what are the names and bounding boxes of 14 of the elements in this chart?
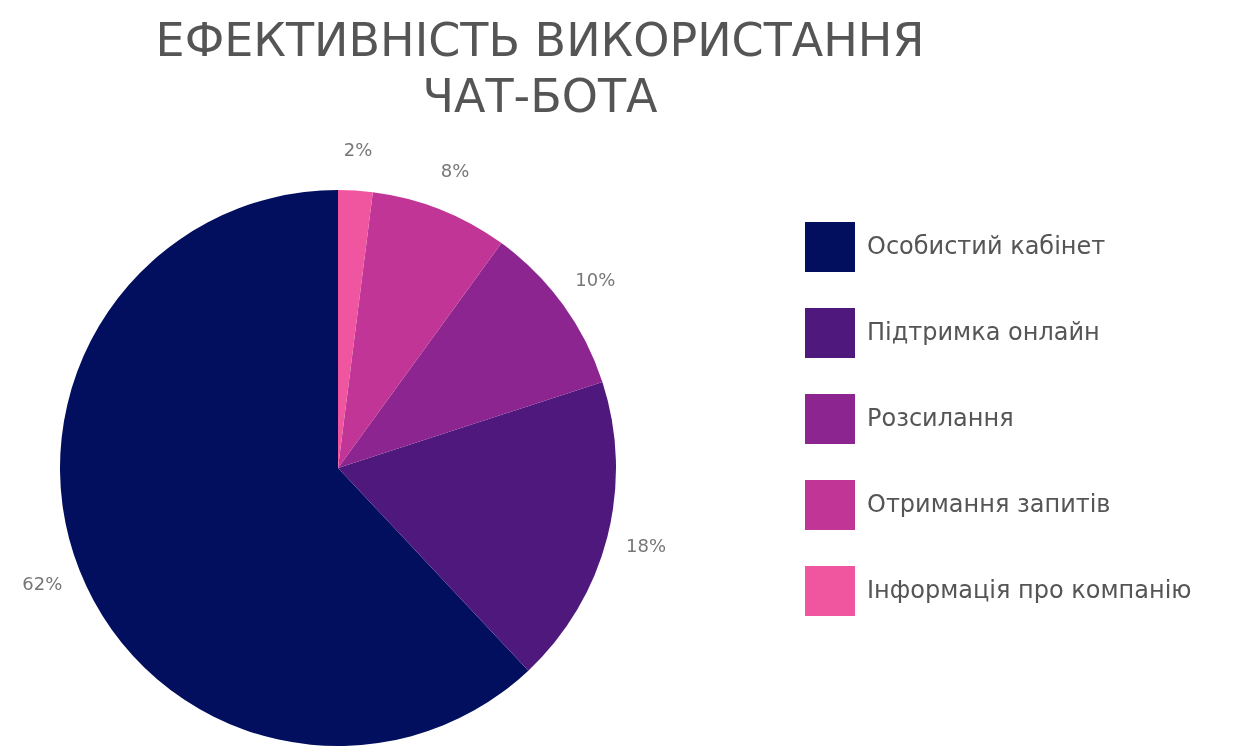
legend-label: Розсилання [867, 404, 1014, 432]
data-label: 18% [626, 535, 667, 557]
pie-slice [338, 382, 616, 671]
data-label: 8% [440, 160, 470, 182]
legend-label: Інформація про компанію [867, 576, 1192, 604]
pie-slice [60, 190, 529, 746]
data-label: 2% [343, 138, 373, 160]
legend-label: Отримання запитів [867, 490, 1111, 518]
legend-label: Підтримка онлайн [867, 318, 1100, 346]
data-label: 10% [575, 269, 616, 291]
chart-title: ЕФЕКТИВНІСТЬ ВИКОРИСТАННЯ ЧАТ-БОТА [155, 13, 925, 123]
data-label: 62% [22, 573, 63, 595]
pie-slice [338, 192, 502, 468]
legend-label: Особистий кабінет [867, 232, 1106, 260]
